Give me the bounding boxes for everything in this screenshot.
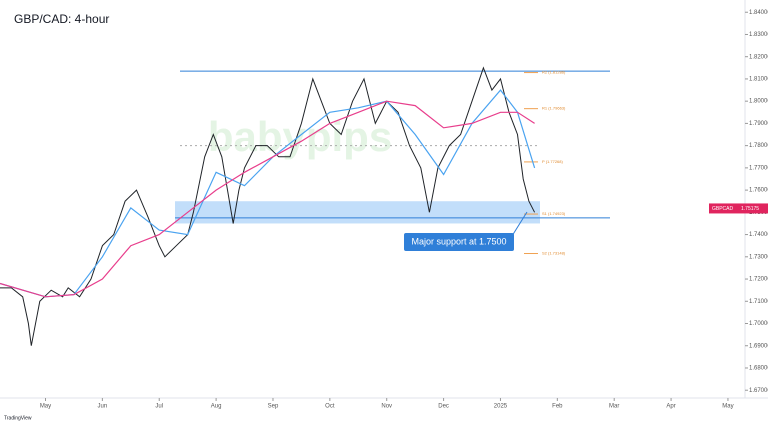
x-tick-label: Dec xyxy=(438,404,449,410)
x-tick-label: Jun xyxy=(98,404,108,410)
moving-average xyxy=(0,100,535,298)
pivot-label: S1 (1.74923) xyxy=(542,211,566,216)
pivot-label: R1 (1.79663) xyxy=(542,106,566,111)
price-tag-value: 1.75175 xyxy=(741,206,759,212)
y-tick-label: 1.78000 xyxy=(749,143,768,149)
x-tick-label: May xyxy=(40,404,51,410)
y-tick-label: 1.72000 xyxy=(749,277,768,283)
pivot-label: R2 (1.81286) xyxy=(542,70,566,75)
x-tick-label: Oct xyxy=(325,404,335,410)
y-tick-label: 1.69000 xyxy=(749,343,768,349)
y-tick-label: 1.70000 xyxy=(749,321,768,327)
pivot-label: S2 (1.73148) xyxy=(542,251,566,256)
annotation: Major support at 1.7500 xyxy=(411,236,506,246)
y-tick-label: 1.79000 xyxy=(749,121,768,127)
x-tick-label: 2025 xyxy=(494,404,508,410)
x-tick-label: Jul xyxy=(155,404,163,410)
y-tick-label: 1.74000 xyxy=(749,232,768,238)
pivot-label: P (1.77268) xyxy=(542,159,563,164)
y-tick-label: 1.83000 xyxy=(749,32,768,38)
x-tick-label: Nov xyxy=(381,404,392,410)
annotation-box xyxy=(404,233,514,251)
moving-average xyxy=(0,89,536,298)
x-tick-label: Apr xyxy=(666,404,675,410)
footer: TradingView xyxy=(4,415,32,421)
x-tick-label: Sep xyxy=(268,404,279,410)
price-line xyxy=(0,66,536,346)
plot: babypips 1.67000 1.68000 1.69000 1.70000 1.71… xyxy=(0,10,768,410)
y-tick-label: 1.67000 xyxy=(749,388,768,394)
y-tick-label: 1.73000 xyxy=(749,254,768,260)
y-tick-label: 1.80000 xyxy=(749,99,768,105)
price-tag xyxy=(709,203,768,214)
y-tick-label: 1.68000 xyxy=(749,366,768,372)
y-tick-label: 1.76000 xyxy=(749,188,768,194)
x-tick-label: Feb xyxy=(552,404,563,410)
y-tick-label: 1.82000 xyxy=(749,54,768,60)
y-tick-label: 1.81000 xyxy=(749,77,768,83)
y-tick-label: 1.84000 xyxy=(749,10,768,16)
price-tag-name: GBPCAD xyxy=(712,206,734,212)
y-tick-label: 1.77000 xyxy=(749,165,768,171)
chart-title: GBP/CAD: 4-hour xyxy=(14,12,109,26)
x-tick-label: May xyxy=(722,404,733,410)
watermark: babypips xyxy=(208,113,392,160)
annotation-pointer xyxy=(511,211,528,237)
y-tick-label: 1.71000 xyxy=(749,299,768,305)
x-tick-label: Aug xyxy=(211,404,222,410)
x-tick-label: Mar xyxy=(609,404,619,410)
